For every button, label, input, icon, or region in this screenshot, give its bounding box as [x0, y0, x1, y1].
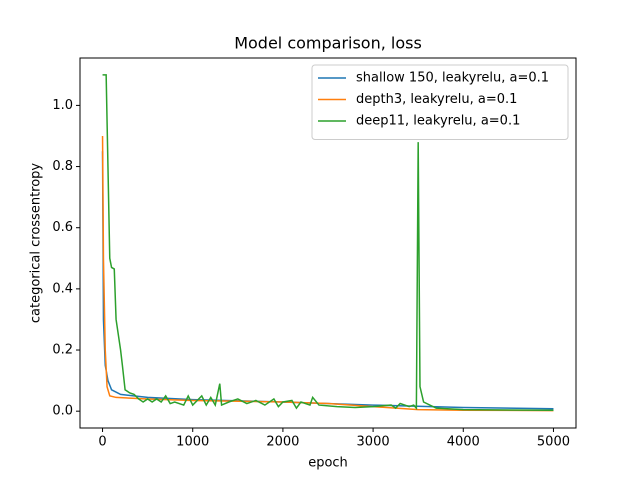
y-tick-label: 0.6	[52, 220, 73, 235]
y-axis-label: categorical crossentropy	[29, 163, 44, 324]
series-line	[101, 135, 554, 412]
y-tick-label: 0.8	[52, 159, 73, 174]
x-tick-label: 4000	[447, 435, 480, 450]
x-tick-label: 2000	[266, 435, 299, 450]
chart-title: Model comparison, loss	[234, 34, 422, 53]
y-tick-label: 0.4	[52, 281, 73, 296]
legend-label: depth3, leakyrelu, a=0.1	[356, 92, 517, 107]
y-tick-label: 1.0	[52, 98, 73, 113]
x-tick-label: 5000	[537, 435, 570, 450]
series-line	[101, 151, 554, 410]
x-tick-label: 0	[98, 435, 106, 450]
legend-box	[311, 64, 569, 140]
legend-label: deep11, leakyrelu, a=0.1	[356, 114, 520, 129]
y-tick-label: 0.0	[52, 404, 73, 419]
x-axis-label: epoch	[308, 456, 348, 471]
legend-label: shallow 150, leakyrelu, a=0.1	[356, 71, 549, 86]
x-tick-label: 1000	[176, 435, 209, 450]
plot-frame	[79, 57, 577, 429]
y-tick-label: 0.2	[52, 343, 73, 358]
x-tick-label: 3000	[357, 435, 390, 450]
series-line	[102, 74, 554, 412]
